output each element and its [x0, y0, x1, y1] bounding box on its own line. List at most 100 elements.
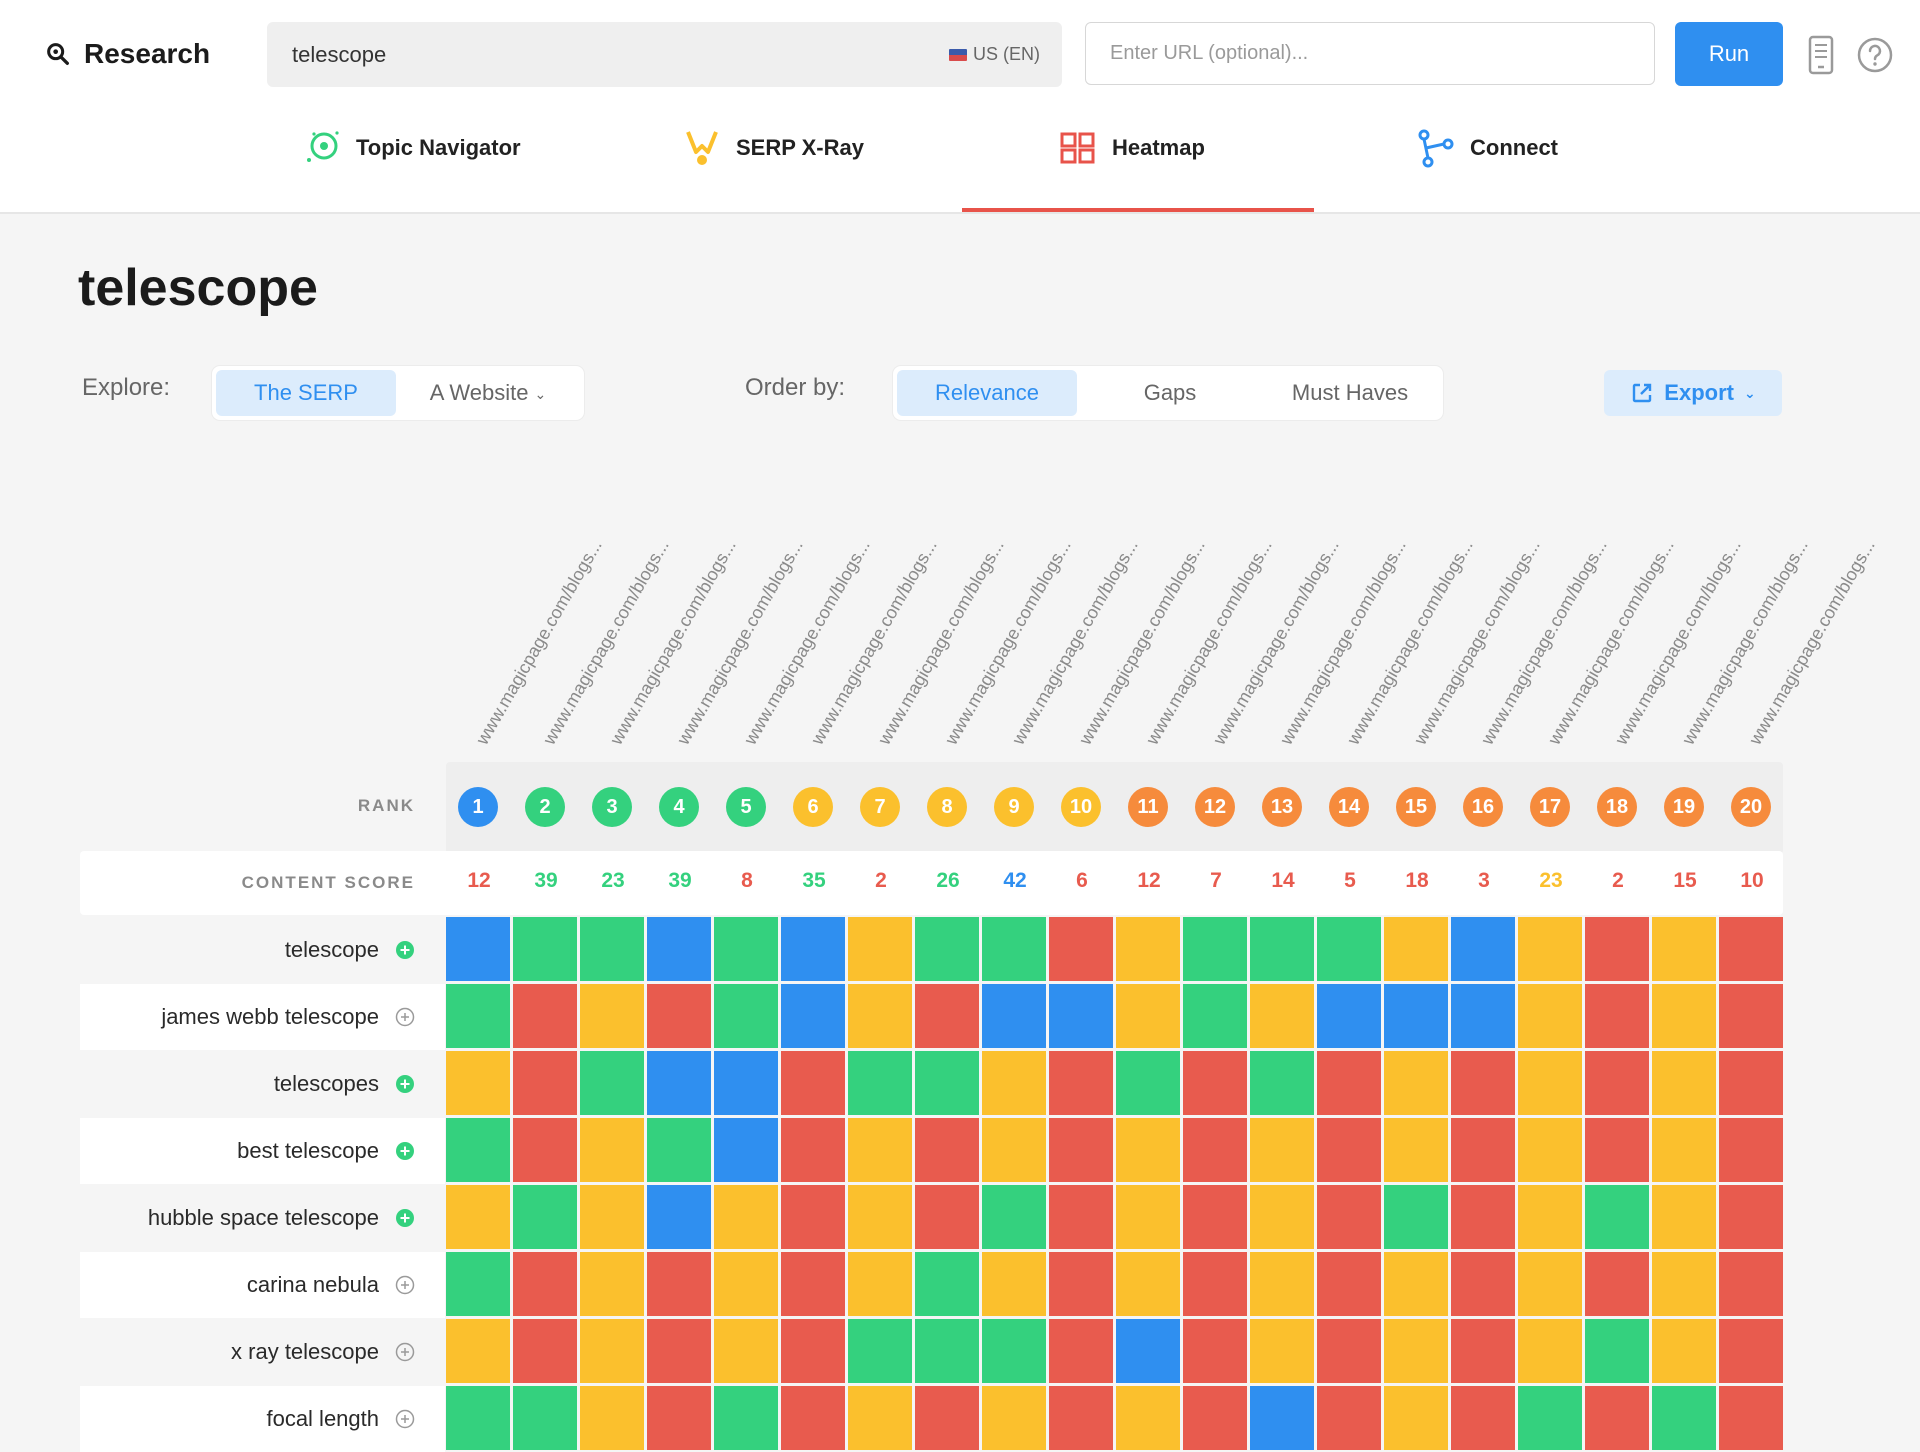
heatmap-cell[interactable]	[1518, 1319, 1582, 1383]
heatmap-cell[interactable]	[1183, 1051, 1247, 1115]
heatmap-cell[interactable]	[982, 1252, 1046, 1316]
rank-badge[interactable]: 14	[1329, 787, 1369, 827]
heatmap-cell[interactable]	[1183, 1252, 1247, 1316]
heatmap-cell[interactable]	[1585, 1185, 1649, 1249]
heatmap-cell[interactable]	[714, 917, 778, 981]
column-url-header[interactable]: www.magicpage.com/blogs...	[1142, 536, 1276, 748]
column-url-header[interactable]: www.magicpage.com/blogs...	[1611, 536, 1745, 748]
heatmap-cell[interactable]	[446, 1386, 510, 1450]
heatmap-cell[interactable]	[1719, 1185, 1783, 1249]
column-url-header[interactable]: www.magicpage.com/blogs...	[673, 536, 807, 748]
mobile-device-icon[interactable]	[1806, 35, 1836, 75]
heatmap-cell[interactable]	[1719, 984, 1783, 1048]
keyword-search-field[interactable]: telescope US (EN)	[267, 22, 1062, 87]
heatmap-cell[interactable]	[1451, 984, 1515, 1048]
heatmap-cell[interactable]	[1049, 1319, 1113, 1383]
heatmap-cell[interactable]	[1183, 984, 1247, 1048]
column-url-header[interactable]: www.magicpage.com/blogs...	[807, 536, 941, 748]
heatmap-cell[interactable]	[1183, 1185, 1247, 1249]
column-url-header[interactable]: www.magicpage.com/blogs...	[874, 536, 1008, 748]
heatmap-cell[interactable]	[1518, 1386, 1582, 1450]
heatmap-cell[interactable]	[1116, 984, 1180, 1048]
heatmap-cell[interactable]	[848, 1051, 912, 1115]
heatmap-cell[interactable]	[1116, 1386, 1180, 1450]
heatmap-cell[interactable]	[1585, 1118, 1649, 1182]
heatmap-cell[interactable]	[1652, 1386, 1716, 1450]
rank-badge[interactable]: 3	[592, 787, 632, 827]
heatmap-cell[interactable]	[580, 1386, 644, 1450]
heatmap-cell[interactable]	[1384, 1118, 1448, 1182]
heatmap-cell[interactable]	[1384, 1051, 1448, 1115]
keyword-search-value[interactable]: telescope	[292, 41, 387, 67]
run-button[interactable]: Run	[1675, 22, 1783, 86]
column-url-header[interactable]: www.magicpage.com/blogs...	[1477, 536, 1611, 748]
plus-outline-icon[interactable]	[395, 1342, 415, 1362]
heatmap-cell[interactable]	[781, 917, 845, 981]
heatmap-cell[interactable]	[1250, 1319, 1314, 1383]
heatmap-cell[interactable]	[647, 1252, 711, 1316]
heatmap-cell[interactable]	[513, 1252, 577, 1316]
heatmap-cell[interactable]	[647, 917, 711, 981]
heatmap-cell[interactable]	[848, 1386, 912, 1450]
column-url-header[interactable]: www.magicpage.com/blogs...	[606, 536, 740, 748]
plus-outline-icon[interactable]	[395, 1409, 415, 1429]
help-icon[interactable]	[1856, 36, 1894, 74]
heatmap-cell[interactable]	[1585, 1386, 1649, 1450]
heatmap-cell[interactable]	[513, 984, 577, 1048]
heatmap-cell[interactable]	[446, 1051, 510, 1115]
heatmap-cell[interactable]	[1719, 1319, 1783, 1383]
heatmap-cell[interactable]	[1250, 1051, 1314, 1115]
heatmap-cell[interactable]	[781, 1118, 845, 1182]
heatmap-cell[interactable]	[1183, 1118, 1247, 1182]
heatmap-cell[interactable]	[915, 1185, 979, 1249]
research-brand[interactable]: Research	[44, 34, 210, 74]
heatmap-cell[interactable]	[1451, 1185, 1515, 1249]
heatmap-cell[interactable]	[647, 1386, 711, 1450]
heatmap-cell[interactable]	[647, 984, 711, 1048]
heatmap-cell[interactable]	[1384, 917, 1448, 981]
heatmap-cell[interactable]	[1451, 1051, 1515, 1115]
heatmap-cell[interactable]	[1585, 1051, 1649, 1115]
heatmap-cell[interactable]	[1719, 1252, 1783, 1316]
heatmap-cell[interactable]	[1518, 984, 1582, 1048]
locale-selector[interactable]: US (EN)	[949, 44, 1040, 65]
heatmap-cell[interactable]	[1719, 1386, 1783, 1450]
order-option-must-haves[interactable]: Must Haves	[1291, 380, 1409, 405]
url-input[interactable]	[1085, 22, 1655, 85]
column-url-header[interactable]: www.magicpage.com/blogs...	[539, 536, 673, 748]
column-url-header[interactable]: www.magicpage.com/blogs...	[740, 536, 874, 748]
heatmap-cell[interactable]	[1652, 1319, 1716, 1383]
heatmap-cell[interactable]	[580, 984, 644, 1048]
heatmap-cell[interactable]	[1719, 1051, 1783, 1115]
heatmap-cell[interactable]	[1116, 1252, 1180, 1316]
heatmap-cell[interactable]	[580, 1185, 644, 1249]
rank-badge[interactable]: 7	[860, 787, 900, 827]
heatmap-cell[interactable]	[446, 1118, 510, 1182]
heatmap-cell[interactable]	[1652, 1185, 1716, 1249]
column-url-header[interactable]: www.magicpage.com/blogs...	[1209, 536, 1343, 748]
heatmap-cell[interactable]	[781, 984, 845, 1048]
heatmap-cell[interactable]	[513, 1386, 577, 1450]
explore-option-serp[interactable]: The SERP	[216, 370, 396, 416]
rank-badge[interactable]: 6	[793, 787, 833, 827]
heatmap-cell[interactable]	[1585, 984, 1649, 1048]
heatmap-cell[interactable]	[1250, 1118, 1314, 1182]
heatmap-cell[interactable]	[446, 984, 510, 1048]
rank-badge[interactable]: 10	[1061, 787, 1101, 827]
tab-serp-xray[interactable]: SERP X-Ray	[682, 118, 864, 212]
heatmap-cell[interactable]	[1116, 1319, 1180, 1383]
heatmap-cell[interactable]	[1250, 1386, 1314, 1450]
heatmap-cell[interactable]	[1719, 1118, 1783, 1182]
column-url-header[interactable]: www.magicpage.com/blogs...	[1343, 536, 1477, 748]
heatmap-cell[interactable]	[1451, 1252, 1515, 1316]
heatmap-cell[interactable]	[1317, 1386, 1381, 1450]
heatmap-cell[interactable]	[1652, 917, 1716, 981]
heatmap-cell[interactable]	[781, 1252, 845, 1316]
heatmap-cell[interactable]	[1317, 1118, 1381, 1182]
heatmap-cell[interactable]	[848, 1118, 912, 1182]
column-url-header[interactable]: www.magicpage.com/blogs...	[941, 536, 1075, 748]
heatmap-cell[interactable]	[1049, 1386, 1113, 1450]
heatmap-cell[interactable]	[446, 1185, 510, 1249]
heatmap-cell[interactable]	[1384, 1386, 1448, 1450]
rank-badge[interactable]: 18	[1597, 787, 1637, 827]
